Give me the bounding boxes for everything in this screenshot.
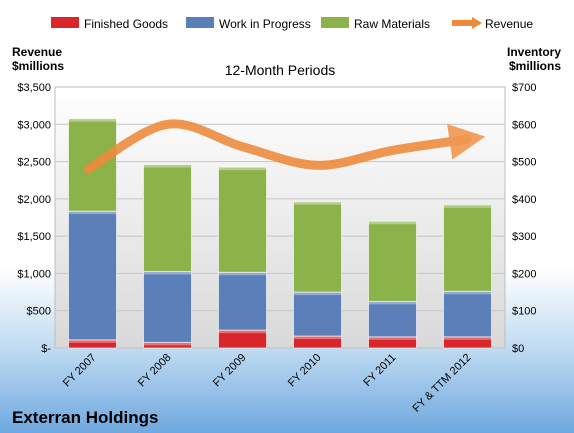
- bar-highlight: [368, 301, 417, 305]
- bar-raw-materials: [218, 166, 267, 273]
- bar-work-in-progress: [218, 271, 267, 331]
- legend-arrow: [472, 17, 482, 29]
- legend-swatch: [186, 17, 214, 28]
- bar-highlight: [293, 201, 342, 205]
- y-left-label-line1: Revenue: [12, 45, 62, 59]
- y-right-tick-label: $200: [512, 268, 536, 280]
- legend-label: Raw Materials: [354, 17, 430, 31]
- gridlines: [55, 123, 505, 312]
- legend-label: Work in Progress: [219, 17, 311, 31]
- bar-highlight: [443, 336, 492, 340]
- bar-raw-materials: [443, 204, 492, 292]
- y-right-tick-label: $100: [512, 306, 536, 318]
- y-right-axis: $0 $100 $200 $300 $400 $500 $600 $700: [512, 82, 536, 355]
- legend-swatch: [51, 17, 79, 28]
- bar-highlight: [68, 118, 117, 122]
- revenue-line-path: [84, 119, 486, 174]
- bar-highlight: [143, 342, 192, 346]
- bar-work-in-progress: [368, 300, 417, 338]
- y-right-label-line1: Inventory: [507, 45, 561, 59]
- bar-work-in-progress: [143, 271, 192, 343]
- revenue-line: [84, 119, 486, 174]
- legend-label: Finished Goods: [84, 17, 168, 31]
- y-left-tick-label: $3,000: [17, 119, 51, 131]
- y-right-tick-label: $700: [512, 82, 536, 94]
- bar-highlight: [443, 204, 492, 208]
- y-right-label-line2: $millions: [509, 59, 561, 73]
- y-right-tick-label: $300: [512, 231, 536, 243]
- bars: [68, 118, 492, 349]
- y-left-tick-label: $2,000: [17, 194, 51, 206]
- y-left-label-line2: $millions: [12, 59, 64, 73]
- bar-highlight: [218, 167, 267, 171]
- y-left-tick-label: $-: [41, 343, 51, 355]
- bar-highlight: [368, 336, 417, 340]
- bar-highlight: [218, 330, 267, 334]
- y-left-tick-label: $500: [27, 306, 51, 318]
- y-right-tick-label: $600: [512, 119, 536, 131]
- y-left-tick-label: $1,500: [17, 231, 51, 243]
- bar-highlight: [68, 211, 117, 215]
- bar-raw-materials: [368, 220, 417, 302]
- legend-label: Revenue: [485, 17, 533, 31]
- bar-highlight: [218, 272, 267, 276]
- legend: Finished Goods Work in Progress Raw Materi…: [51, 17, 533, 31]
- bar-work-in-progress: [68, 210, 117, 341]
- bar-highlight: [443, 291, 492, 295]
- bar-highlight: [68, 339, 117, 343]
- bar-highlight: [143, 164, 192, 168]
- bar-raw-materials: [293, 201, 342, 293]
- bar-work-in-progress: [293, 291, 342, 337]
- y-left-tick-label: $3,500: [17, 82, 51, 94]
- bar-highlight: [293, 336, 342, 340]
- bar-highlight: [143, 271, 192, 275]
- bar-highlight: [293, 292, 342, 296]
- bar-highlight: [368, 221, 417, 225]
- chart-title: 12-Month Periods: [225, 62, 336, 78]
- legend-swatch: [321, 17, 349, 28]
- plot-area: [54, 86, 506, 349]
- y-left-axis: $- $500 $1,000 $1,500 $2,000 $2,500 $3,000 $3,5…: [17, 82, 51, 355]
- y-right-tick-label: $0: [512, 343, 524, 355]
- y-right-tick-label: $500: [512, 157, 536, 169]
- bar-work-in-progress: [443, 290, 492, 338]
- y-left-tick-label: $2,500: [17, 157, 51, 169]
- y-left-tick-label: $1,000: [17, 268, 51, 280]
- y-right-tick-label: $400: [512, 194, 536, 206]
- company-caption: Exterran Holdings: [12, 408, 158, 427]
- bar-raw-materials: [143, 164, 192, 273]
